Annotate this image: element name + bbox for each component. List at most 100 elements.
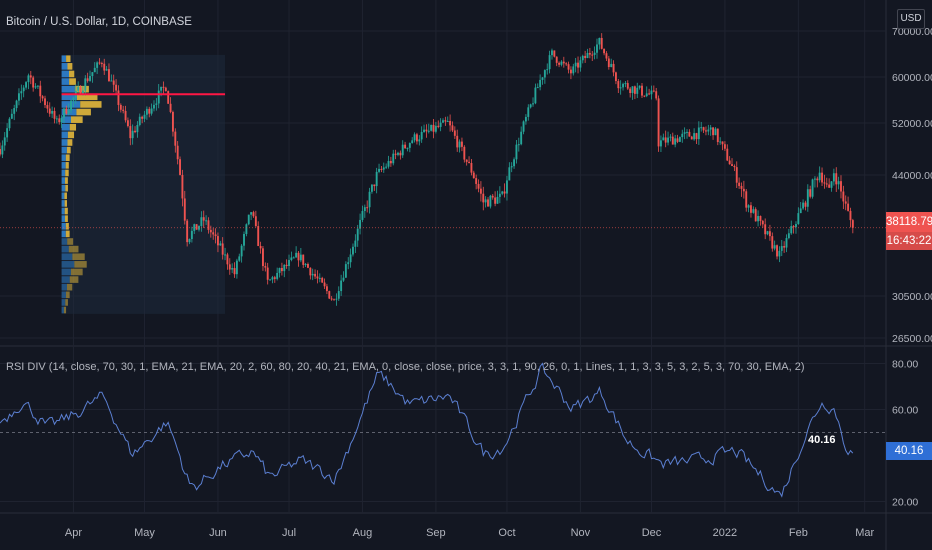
candle-body	[283, 264, 286, 272]
candle-body	[681, 133, 684, 138]
candle-body	[378, 168, 380, 172]
candle-body	[806, 189, 809, 207]
candle-body	[176, 145, 179, 160]
candle-body	[314, 273, 317, 277]
candle-body	[709, 127, 712, 130]
candle-body	[825, 183, 828, 185]
candle-body	[413, 134, 416, 141]
rsi-tick-label: 60.00	[892, 405, 918, 417]
candle-body	[652, 90, 655, 92]
candle-body	[96, 62, 99, 68]
candle-body	[200, 217, 203, 226]
candle-body	[463, 146, 466, 160]
candle-body	[430, 124, 433, 131]
profile-row-up	[61, 306, 64, 314]
candle-body	[145, 108, 148, 115]
candle-body	[150, 108, 153, 114]
candle-body	[347, 262, 350, 265]
candle-body	[536, 87, 539, 89]
candle-body	[740, 185, 743, 189]
candle-body	[354, 240, 357, 247]
candle-body	[574, 62, 577, 67]
candle-body	[100, 63, 103, 65]
candle-body	[98, 62, 101, 64]
candle-body	[506, 180, 508, 194]
candle-body	[496, 196, 499, 204]
candle-body	[302, 254, 305, 265]
candle-body	[36, 85, 39, 87]
candle-body	[32, 77, 35, 88]
profile-row-down	[70, 268, 83, 276]
profile-row-down	[66, 55, 71, 63]
candle-body	[41, 96, 44, 99]
time-tick-label: Oct	[498, 527, 515, 539]
candle-body	[290, 257, 293, 261]
profile-row-up	[61, 55, 67, 63]
candle-body	[686, 131, 688, 133]
candle-body	[510, 166, 513, 168]
candle-body	[363, 207, 366, 212]
candle-body	[387, 160, 390, 167]
candle-body	[520, 131, 523, 145]
candle-body	[617, 81, 620, 89]
profile-row-up	[61, 123, 70, 131]
profile-row-down	[67, 131, 75, 139]
candle-body	[288, 260, 290, 266]
symbol-title: Bitcoin / U.S. Dollar, 1D, COINBASE	[6, 16, 192, 28]
candle-body	[181, 174, 184, 199]
candle-body	[115, 84, 118, 91]
candle-body	[643, 95, 646, 97]
candle-body	[851, 220, 854, 228]
candle-body	[551, 50, 553, 56]
candle-body	[366, 207, 369, 209]
candle-body	[325, 286, 328, 292]
rsi-pane	[0, 362, 886, 498]
profile-row-down	[65, 222, 69, 230]
candle-body	[299, 254, 302, 261]
candle-body	[93, 67, 96, 73]
rsi-line	[0, 362, 854, 498]
profile-row-up	[61, 63, 68, 70]
candle-body	[489, 195, 492, 207]
candle-body	[328, 291, 331, 299]
time-tick-label: Mar	[855, 527, 874, 539]
candle-body	[513, 159, 516, 167]
candle-body	[586, 52, 589, 59]
candle-body	[243, 234, 245, 246]
axes: Apr May Jun Jul Aug Sep Oct Nov Dec 2022 Feb Mar 700…	[65, 26, 932, 539]
candle-body	[747, 205, 750, 208]
candle-body	[179, 159, 181, 175]
candle-body	[269, 279, 272, 281]
candle-body	[63, 108, 65, 118]
candle-body	[766, 231, 769, 235]
candle-body	[238, 256, 241, 261]
candle-body	[503, 191, 506, 194]
profile-row-down	[66, 291, 70, 299]
candle-body	[340, 280, 343, 292]
candle-body	[444, 120, 447, 122]
profile-row-up	[61, 299, 66, 306]
candle-body	[598, 37, 601, 45]
candle-body	[415, 134, 418, 142]
candle-body	[58, 118, 61, 123]
currency-button[interactable]: USD	[897, 9, 925, 29]
candle-body	[752, 209, 755, 213]
candle-body	[558, 62, 561, 65]
time-tick-label: Sep	[426, 527, 446, 539]
candle-body	[761, 220, 764, 225]
candle-body	[721, 141, 724, 145]
candle-body	[472, 172, 475, 179]
candle-body	[60, 117, 63, 123]
candle-body	[70, 100, 73, 111]
candle-body	[560, 61, 563, 65]
candle-body	[259, 245, 262, 249]
candle-body	[44, 98, 46, 106]
candle-body	[323, 282, 326, 287]
candle-body	[624, 83, 627, 85]
last-price-tag: 38118.79	[886, 212, 932, 232]
candle-body	[723, 144, 726, 149]
candle-body	[262, 248, 264, 267]
candle-body	[103, 63, 106, 71]
candle-body	[280, 267, 283, 272]
